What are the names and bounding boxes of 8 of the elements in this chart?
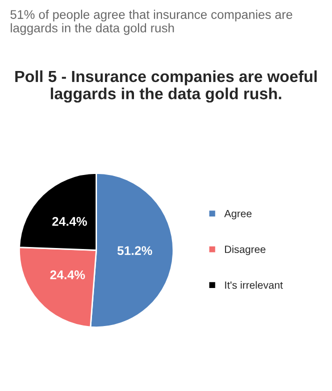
text: 51% of people agree that insurance companies are laggards in the data gold rush	[10, 10, 292, 35]
legend-label: It's irrelevant	[225, 281, 283, 289]
legend-label: Agree	[224, 210, 252, 220]
chart-title: Poll 5 - Insurance companies are woeful laggards in the data gold rush.	[15, 70, 317, 103]
data-label: 51.2%	[117, 246, 152, 256]
data-label: 24.4%	[50, 270, 85, 280]
data-label: 24.4%	[52, 217, 87, 226]
legend-label: Disagree	[225, 245, 266, 256]
